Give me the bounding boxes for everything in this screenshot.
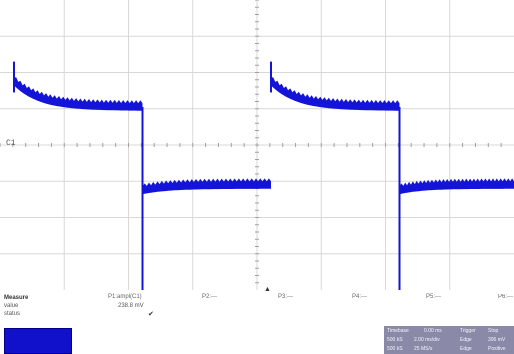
channel-thumbnail[interactable] xyxy=(4,328,72,354)
edge-label: Edge xyxy=(460,337,472,343)
param-p5-label[interactable]: P5:--- xyxy=(426,294,441,300)
measure-status-label: status xyxy=(4,311,21,317)
edge-polarity-label: Edge xyxy=(460,346,472,352)
sample-count: 500 kS xyxy=(387,337,403,343)
timebase-label: Timebase xyxy=(387,328,409,334)
scope-grid xyxy=(0,0,514,290)
measure-value-label: value xyxy=(4,303,19,309)
waveform-high-segment xyxy=(271,77,400,111)
param-p6-label[interactable]: P6:--- xyxy=(498,294,513,300)
timebase-value: 0.00 ms xyxy=(424,328,442,334)
param-p2-label[interactable]: P2:--- xyxy=(202,294,217,300)
param-p1-label[interactable]: P1:ampl(C1) xyxy=(108,294,142,300)
sample-rate: 25 MS/s xyxy=(414,346,433,352)
trigger-mode: Stop xyxy=(488,328,499,334)
timebase-trigger-panel[interactable]: Timebase 0.00 ms 500 kS 2.00 ms/div 500 … xyxy=(384,326,514,354)
scope-screen: C1 ▲ xyxy=(0,0,514,293)
param-p3-label[interactable]: P3:--- xyxy=(278,294,293,300)
timebase-div: 2.00 ms/div xyxy=(414,337,440,343)
measure-header[interactable]: Measure xyxy=(4,295,29,301)
channel-marker: C1 xyxy=(6,139,16,148)
trigger-label: Trigger xyxy=(460,328,476,334)
param-p4-label[interactable]: P4:--- xyxy=(352,294,367,300)
edge-polarity: Positive xyxy=(488,346,506,352)
waveform-high-segment xyxy=(14,77,143,111)
trigger-level: 306 mV xyxy=(488,337,506,343)
param-p1-value: 238.8 mV xyxy=(118,303,144,309)
sample-rate-label: 500 kS xyxy=(387,346,403,352)
trigger-position-marker: ▲ xyxy=(264,286,271,293)
waveform-trace-area xyxy=(13,61,514,290)
waveform-low-segment xyxy=(142,178,271,195)
param-p1-status-check: ✔ xyxy=(148,311,154,318)
waveform-low-segment xyxy=(399,178,514,195)
